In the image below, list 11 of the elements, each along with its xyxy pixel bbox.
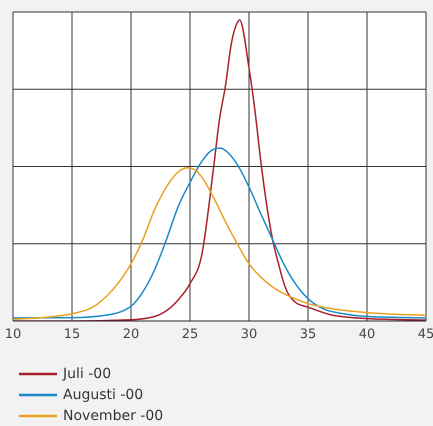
x-tick-label: 15 (64, 327, 80, 342)
legend-label: Augusti -00 (63, 386, 144, 402)
legend-label: November -00 (63, 408, 164, 424)
x-tick-label: 45 (418, 327, 433, 342)
x-tick-label: 30 (240, 327, 258, 342)
x-tick-label: 10 (4, 327, 22, 342)
x-tick-label: 20 (122, 327, 140, 342)
x-tick-label: 25 (182, 327, 198, 342)
legend-label: Juli -00 (63, 366, 112, 382)
x-tick-label: 35 (300, 327, 316, 342)
x-tick-label: 40 (358, 327, 376, 342)
